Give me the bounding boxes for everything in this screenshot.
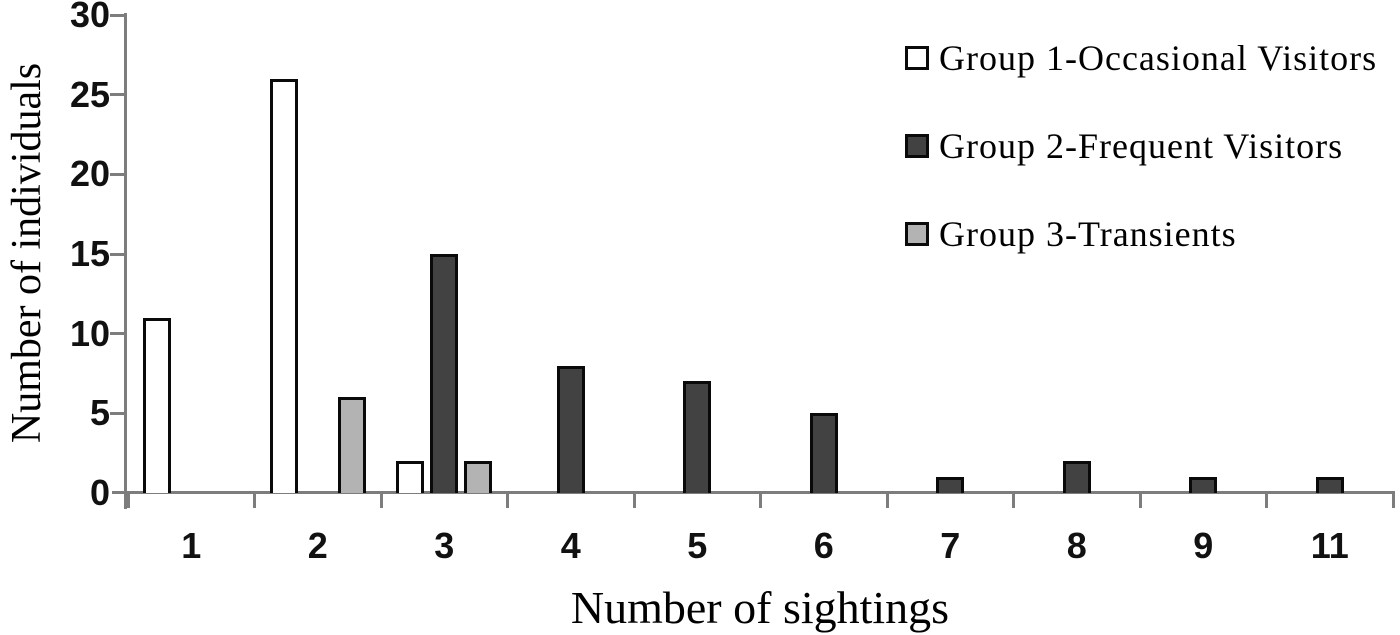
x-tick	[1138, 491, 1142, 508]
y-tick-label: 20	[69, 153, 110, 195]
x-tick-label: 11	[1310, 525, 1349, 566]
bar-series1-cat3	[396, 461, 425, 493]
x-tick-label: 4	[560, 525, 581, 566]
x-tick-label: 2	[307, 525, 328, 566]
x-tick	[253, 491, 256, 508]
legend-label-group3: Group 3-Transients	[939, 214, 1237, 254]
x-tick	[379, 491, 383, 508]
y-tick-label: 15	[69, 233, 110, 274]
legend-swatch-group2	[905, 134, 929, 158]
y-tick	[110, 13, 127, 17]
x-tick-label: 9	[1193, 525, 1214, 566]
x-axis-title: Number of sightings	[570, 582, 950, 633]
x-tick-label: 1	[181, 525, 202, 566]
bar-series1-cat1	[143, 317, 172, 493]
x-axis-line	[112, 491, 1395, 494]
y-tick	[110, 252, 127, 256]
y-tick-label: 0	[89, 472, 110, 513]
y-tick-label: 10	[69, 312, 110, 354]
bar-series2-cat7	[936, 477, 965, 493]
y-tick	[110, 93, 127, 97]
x-tick	[1012, 491, 1015, 508]
y-tick	[110, 172, 127, 176]
x-tick	[506, 491, 509, 508]
x-tick	[759, 491, 762, 508]
bar-series2-cat3	[430, 254, 459, 493]
x-tick	[1265, 491, 1268, 508]
x-tick-label: 3	[434, 525, 455, 566]
x-tick-label: 7	[940, 525, 961, 566]
y-tick-label: 30	[69, 0, 110, 35]
legend-swatch-group3	[905, 222, 929, 246]
x-tick-label: 8	[1066, 525, 1087, 566]
bar-series2-cat5	[683, 381, 712, 493]
x-tick-label: 6	[813, 525, 834, 566]
x-tick-label: 5	[687, 525, 708, 566]
y-axis-line	[124, 13, 127, 509]
bar-series3-cat2	[337, 397, 366, 493]
bar-series3-cat3	[464, 461, 493, 493]
y-tick-label: 25	[69, 73, 110, 115]
y-tick	[110, 332, 127, 336]
bar-series2-cat9	[1189, 477, 1218, 493]
legend-item-group2: Group 2-Frequent Visitors	[905, 124, 1377, 168]
bar-series2-cat11	[1315, 477, 1344, 493]
bar-series2-cat4	[556, 365, 585, 493]
y-tick	[110, 411, 127, 415]
bar-series2-cat8	[1062, 461, 1091, 493]
x-tick	[885, 491, 889, 508]
x-tick	[632, 491, 636, 508]
x-tick	[126, 491, 130, 508]
legend-swatch-group1	[905, 46, 929, 70]
legend-item-group3: Group 3-Transients	[905, 212, 1377, 256]
legend-label-group1: Group 1-Occasional Visitors	[939, 38, 1378, 78]
bar-series1-cat2	[269, 78, 298, 493]
legend-item-group1: Group 1-Occasional Visitors	[905, 36, 1377, 80]
bar-series2-cat6	[809, 413, 838, 493]
x-tick	[1391, 491, 1395, 508]
y-tick-label: 5	[89, 392, 110, 434]
legend: Group 1-Occasional Visitors Group 2-Freq…	[905, 36, 1377, 256]
legend-label-group2: Group 2-Frequent Visitors	[939, 126, 1344, 166]
